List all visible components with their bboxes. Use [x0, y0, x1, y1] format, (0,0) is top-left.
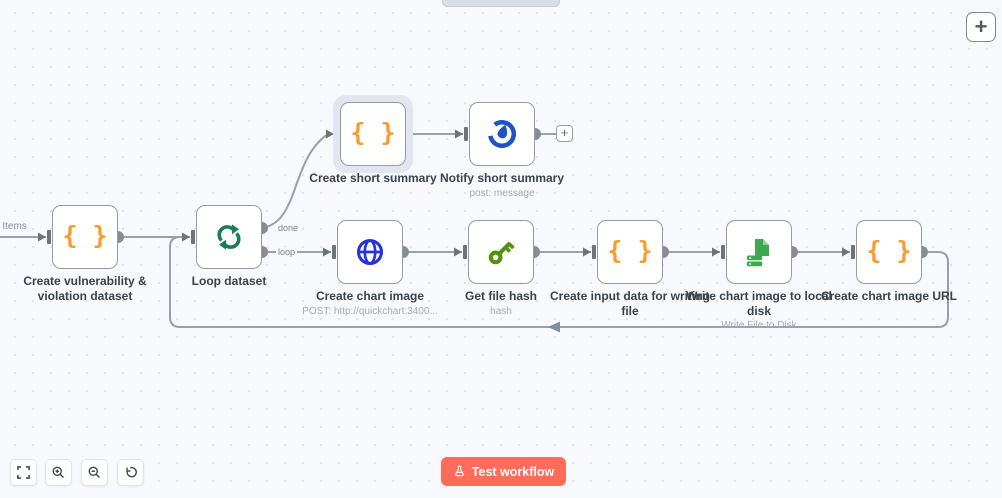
- node-title: Create vulnerability & violation dataset: [23, 274, 147, 303]
- edge-label-done: done: [276, 223, 301, 233]
- node-title: Get file hash hash: [416, 289, 586, 318]
- edge-label-loop: loop: [276, 247, 298, 257]
- node-subtitle: post: message: [469, 187, 535, 199]
- zoom-out-icon: [88, 466, 100, 478]
- reset-zoom-button[interactable]: [117, 459, 144, 486]
- mattermost-icon: [487, 119, 517, 149]
- node-create-short-summary[interactable]: { }: [340, 102, 406, 166]
- test-workflow-button[interactable]: Test workflow: [441, 457, 566, 486]
- node-title: Write chart image to local disk Write Fi…: [674, 289, 844, 332]
- code-icon: { }: [607, 236, 653, 265]
- node-subtitle: hash: [490, 305, 512, 317]
- globe-icon: [356, 238, 384, 266]
- clipped-top-panel: [442, 0, 560, 7]
- node-get-file-hash[interactable]: [468, 220, 534, 284]
- node-create-chart-image[interactable]: [337, 220, 403, 284]
- node-title: Create chart image URL: [820, 289, 958, 303]
- code-icon: { }: [866, 236, 912, 265]
- node-title: Notify short summary post: message: [417, 171, 587, 200]
- node-title: Loop dataset: [191, 274, 267, 288]
- zoom-out-button[interactable]: [81, 459, 108, 486]
- node-loop-dataset[interactable]: [196, 205, 262, 269]
- incoming-items-label: 3 Items: [0, 221, 27, 232]
- node-notify-short-summary[interactable]: [469, 102, 535, 166]
- test-workflow-label: Test workflow: [471, 464, 555, 479]
- reset-zoom-icon: [126, 466, 137, 478]
- node-title: Create chart image POST: http://quickcha…: [285, 289, 455, 318]
- code-icon: { }: [350, 118, 396, 147]
- loop-icon: [217, 224, 241, 250]
- zoom-to-fit-button[interactable]: [10, 459, 37, 486]
- add-connected-node-button[interactable]: +: [556, 125, 573, 142]
- node-write-chart-image[interactable]: [726, 220, 792, 284]
- add-node-button[interactable]: +: [966, 12, 996, 42]
- node-title: Create input data for writing file: [549, 289, 710, 318]
- node-title: Create short summary: [309, 171, 437, 185]
- fit-view-icon: [17, 466, 30, 479]
- flask-icon: [455, 465, 464, 477]
- code-icon: { }: [62, 221, 108, 250]
- key-icon: [488, 241, 515, 265]
- node-create-vulnerability-dataset[interactable]: { }: [52, 205, 118, 269]
- feedback-arrowhead: [548, 321, 560, 333]
- node-subtitle: POST: http://quickchart:3400...: [302, 305, 438, 317]
- file-write-icon: [747, 239, 769, 267]
- zoom-in-icon: [52, 466, 64, 478]
- node-subtitle: Write File to Disk: [721, 320, 797, 332]
- zoom-in-button[interactable]: [45, 459, 72, 486]
- node-create-input-data[interactable]: { }: [597, 220, 663, 284]
- node-create-chart-image-url[interactable]: { }: [856, 220, 922, 284]
